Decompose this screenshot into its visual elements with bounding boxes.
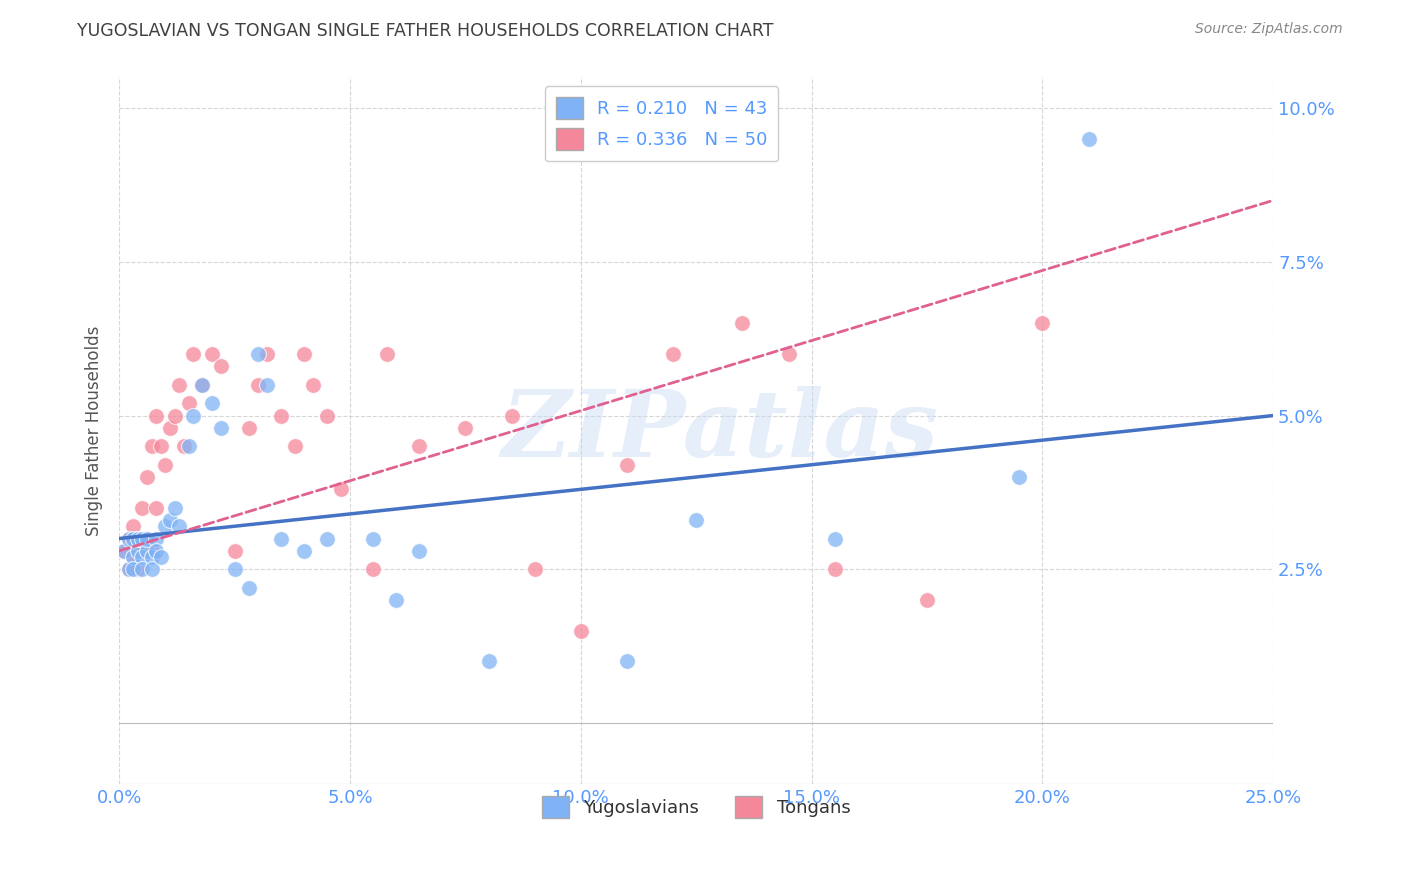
Point	[127, 532, 149, 546]
Point	[1031, 316, 1053, 330]
Point	[316, 409, 339, 423]
Point	[136, 532, 159, 546]
Point	[127, 532, 149, 546]
Point	[569, 624, 592, 638]
Point	[122, 519, 145, 533]
Point	[163, 500, 186, 515]
Point	[385, 593, 408, 607]
Point	[117, 562, 139, 576]
Point	[177, 439, 200, 453]
Point	[1077, 132, 1099, 146]
Point	[477, 655, 499, 669]
Point	[238, 581, 260, 595]
Point	[112, 544, 135, 558]
Point	[200, 347, 222, 361]
Point	[159, 513, 181, 527]
Point	[122, 549, 145, 564]
Point	[1008, 470, 1031, 484]
Point	[824, 562, 846, 576]
Point	[159, 421, 181, 435]
Point	[112, 544, 135, 558]
Point	[616, 655, 638, 669]
Point	[284, 439, 307, 453]
Point	[523, 562, 546, 576]
Point	[191, 377, 214, 392]
Point	[181, 347, 204, 361]
Point	[177, 396, 200, 410]
Point	[181, 409, 204, 423]
Point	[270, 532, 292, 546]
Point	[155, 458, 177, 472]
Point	[246, 347, 269, 361]
Point	[155, 519, 177, 533]
Point	[141, 562, 163, 576]
Point	[329, 483, 352, 497]
Point	[361, 562, 384, 576]
Point	[256, 347, 278, 361]
Point	[191, 377, 214, 392]
Point	[141, 439, 163, 453]
Point	[408, 439, 430, 453]
Text: Source: ZipAtlas.com: Source: ZipAtlas.com	[1195, 22, 1343, 37]
Point	[454, 421, 477, 435]
Point	[122, 532, 145, 546]
Point	[209, 421, 232, 435]
Point	[361, 532, 384, 546]
Point	[163, 409, 186, 423]
Point	[292, 544, 315, 558]
Point	[136, 532, 159, 546]
Point	[127, 562, 149, 576]
Point	[375, 347, 398, 361]
Point	[141, 544, 163, 558]
Point	[408, 544, 430, 558]
Point	[778, 347, 800, 361]
Point	[209, 359, 232, 374]
Point	[270, 409, 292, 423]
Text: ZIPatlas: ZIPatlas	[501, 386, 938, 476]
Point	[117, 532, 139, 546]
Point	[169, 377, 191, 392]
Point	[141, 549, 163, 564]
Point	[131, 562, 153, 576]
Point	[501, 409, 523, 423]
Point	[731, 316, 754, 330]
Point	[224, 562, 246, 576]
Point	[169, 519, 191, 533]
Point	[122, 562, 145, 576]
Point	[149, 549, 172, 564]
Point	[145, 409, 167, 423]
Point	[122, 549, 145, 564]
Point	[685, 513, 707, 527]
Point	[824, 532, 846, 546]
Point	[145, 532, 167, 546]
Point	[131, 532, 153, 546]
Point	[173, 439, 195, 453]
Point	[302, 377, 325, 392]
Point	[224, 544, 246, 558]
Point	[136, 544, 159, 558]
Point	[256, 377, 278, 392]
Point	[136, 470, 159, 484]
Point	[117, 532, 139, 546]
Point	[131, 549, 153, 564]
Point	[238, 421, 260, 435]
Point	[316, 532, 339, 546]
Point	[200, 396, 222, 410]
Y-axis label: Single Father Households: Single Father Households	[86, 326, 103, 536]
Point	[292, 347, 315, 361]
Point	[127, 544, 149, 558]
Point	[131, 544, 153, 558]
Point	[915, 593, 938, 607]
Point	[616, 458, 638, 472]
Point	[246, 377, 269, 392]
Point	[662, 347, 685, 361]
Legend: Yugoslavians, Tongans: Yugoslavians, Tongans	[534, 789, 858, 825]
Point	[117, 562, 139, 576]
Point	[131, 500, 153, 515]
Point	[145, 500, 167, 515]
Point	[149, 439, 172, 453]
Text: YUGOSLAVIAN VS TONGAN SINGLE FATHER HOUSEHOLDS CORRELATION CHART: YUGOSLAVIAN VS TONGAN SINGLE FATHER HOUS…	[77, 22, 773, 40]
Point	[145, 544, 167, 558]
